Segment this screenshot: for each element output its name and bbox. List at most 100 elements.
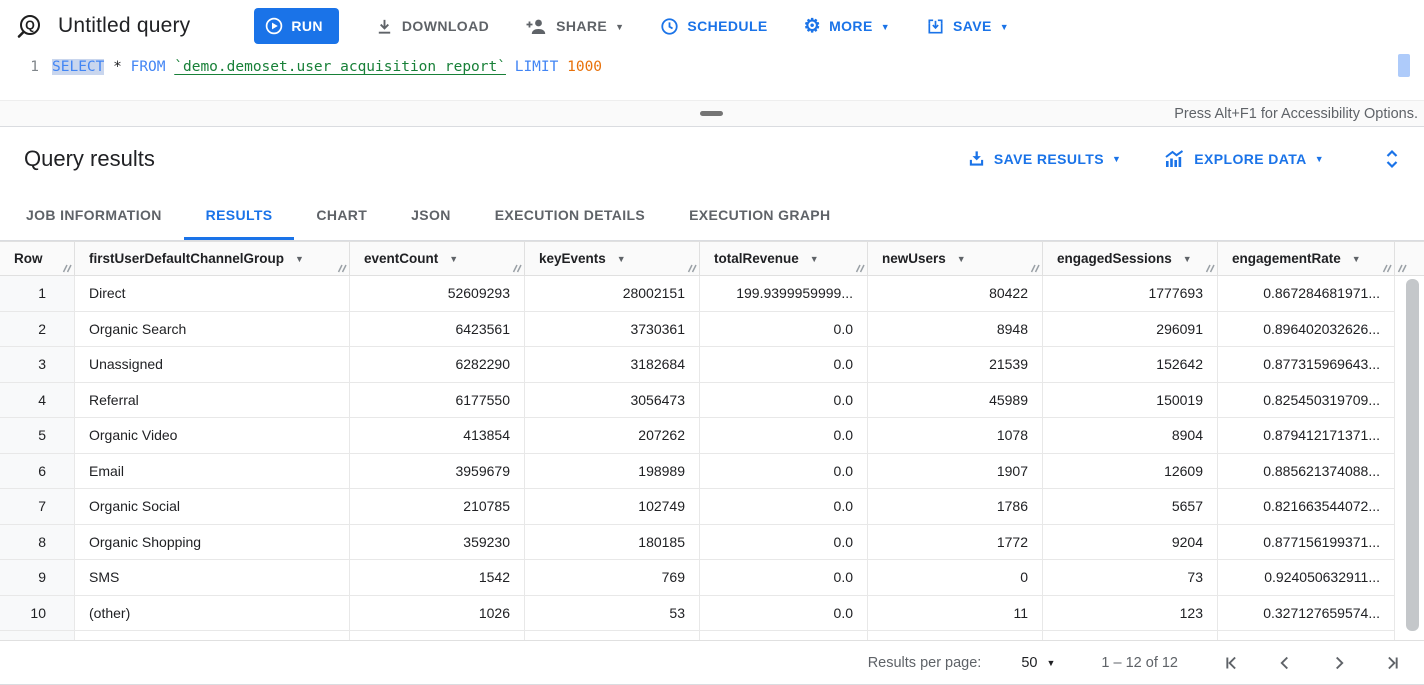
resize-handle-icon[interactable] xyxy=(337,263,347,273)
resize-handle-icon[interactable] xyxy=(1397,263,1407,273)
cell: Organic Search xyxy=(75,311,350,347)
column-menu-caret-icon[interactable]: ▼ xyxy=(1351,253,1361,264)
column-menu-caret-icon[interactable]: ▼ xyxy=(449,253,459,264)
cell: 0 xyxy=(868,560,1043,596)
sql-code-line[interactable]: SELECT * FROM `demo.demoset.user_acquisi… xyxy=(52,52,602,100)
resize-handle-icon[interactable] xyxy=(62,263,72,273)
more-button[interactable]: ⚙ MORE ▼ xyxy=(803,15,890,37)
column-header-eventCount[interactable]: eventCount ▼ xyxy=(350,242,525,275)
column-header-keyEvents[interactable]: keyEvents ▼ xyxy=(525,242,700,275)
resize-handle-icon[interactable] xyxy=(1205,263,1215,273)
query-title[interactable]: Untitled query xyxy=(58,14,191,37)
results-tab-bar: JOB INFORMATION RESULTS CHART JSON EXECUTION… xyxy=(0,190,1424,241)
sql-token: 1000 xyxy=(567,59,603,75)
cell: 0 xyxy=(868,631,1043,640)
column-menu-caret-icon[interactable]: ▼ xyxy=(616,253,626,264)
column-header-firstUserDefaultChannelGroup[interactable]: firstUserDefaultChannelGroup ▼ xyxy=(75,242,350,275)
cell: 0.0 xyxy=(700,489,868,525)
cell: 6282290 xyxy=(350,347,525,383)
expand-collapse-button[interactable] xyxy=(1384,147,1400,171)
cell: 0.0 xyxy=(700,453,868,489)
table-scrollbar[interactable] xyxy=(1406,279,1419,631)
resize-handle-icon[interactable] xyxy=(512,263,522,273)
cell: 1.0 xyxy=(1218,631,1395,640)
column-menu-caret-icon[interactable]: ▼ xyxy=(1182,253,1192,264)
row-number-cell: 8 xyxy=(0,524,75,560)
row-number-cell: 9 xyxy=(0,560,75,596)
tab-job-information[interactable]: JOB INFORMATION xyxy=(26,207,162,223)
explore-data-button[interactable]: EXPLORE DATA ▼ xyxy=(1163,149,1324,168)
resize-handle-icon[interactable] xyxy=(1030,263,1040,273)
chevron-down-icon: ▼ xyxy=(880,21,890,32)
column-label: keyEvents xyxy=(539,251,606,266)
cell: 1772 xyxy=(868,524,1043,560)
page-range-label: 1 – 12 of 12 xyxy=(1101,654,1178,671)
cell: 0.0 xyxy=(700,631,868,640)
sql-token: * xyxy=(113,59,122,75)
sql-token: LIMIT xyxy=(514,59,559,75)
cell: 1026 xyxy=(350,595,525,631)
cell: 296091 xyxy=(1043,311,1218,347)
row-number-cell: 1 xyxy=(0,276,75,312)
table-row: 6 Email 3959679 198989 0.0 1907 12609 0.8856213… xyxy=(0,453,1424,489)
tab-execution-details[interactable]: EXECUTION DETAILS xyxy=(494,207,646,223)
download-button[interactable]: DOWNLOAD xyxy=(375,17,489,36)
page-size-select[interactable]: 50 ▼ xyxy=(1021,654,1056,671)
cell: 1907 xyxy=(868,453,1043,489)
run-button[interactable]: RUN xyxy=(254,8,339,44)
sql-editor[interactable]: 1 SELECT * FROM `demo.demoset.user_acqui… xyxy=(0,52,1424,100)
sql-token: SELECT xyxy=(52,59,105,75)
schedule-button[interactable]: SCHEDULE xyxy=(660,17,767,36)
cell: 0.327127659574... xyxy=(1218,595,1395,631)
first-page-button[interactable] xyxy=(1220,652,1242,674)
table-row: 1 Direct 52609293 28002151 199.9399959999...… xyxy=(0,276,1424,312)
column-header-totalRevenue[interactable]: totalRevenue ▼ xyxy=(700,242,868,275)
last-page-button[interactable] xyxy=(1382,652,1404,674)
cell: 180185 xyxy=(525,524,700,560)
cell: 1786 xyxy=(868,489,1043,525)
cell: Direct xyxy=(75,276,350,312)
cell: Organic Social xyxy=(75,489,350,525)
tab-json[interactable]: JSON xyxy=(411,207,451,223)
column-header-engagedSessions[interactable]: engagedSessions ▼ xyxy=(1043,242,1218,275)
cell: 131 xyxy=(525,631,700,640)
cell: 769 xyxy=(525,560,700,596)
header-tail xyxy=(1395,242,1424,275)
row-number-cell: 4 xyxy=(0,382,75,418)
sql-token xyxy=(166,59,175,75)
editor-scrollbar[interactable] xyxy=(1398,54,1410,77)
cell: 8904 xyxy=(1043,418,1218,454)
table-header-row: Row firstUserDefaultChannelGroup ▼ eventCou… xyxy=(0,241,1424,276)
tab-chart[interactable]: CHART xyxy=(316,207,368,223)
cell: 198989 xyxy=(525,453,700,489)
previous-page-button[interactable] xyxy=(1274,652,1296,674)
column-menu-caret-icon[interactable]: ▼ xyxy=(809,253,819,264)
cell: 413854 xyxy=(350,418,525,454)
column-header-newUsers[interactable]: newUsers ▼ xyxy=(868,242,1043,275)
splitter-drag-handle[interactable] xyxy=(700,111,723,116)
share-button[interactable]: SHARE ▼ xyxy=(525,17,624,36)
tab-results[interactable]: RESULTS xyxy=(184,190,295,240)
results-per-page-label: Results per page: xyxy=(867,654,982,671)
resize-handle-icon[interactable] xyxy=(1382,263,1392,273)
cell: 12609 xyxy=(1043,453,1218,489)
next-page-button[interactable] xyxy=(1328,652,1350,674)
resize-handle-icon[interactable] xyxy=(687,263,697,273)
column-menu-caret-icon[interactable]: ▼ xyxy=(956,253,966,264)
results-actions: SAVE RESULTS ▼ EXPLORE DATA ▼ xyxy=(967,147,1400,171)
cell: 21539 xyxy=(868,347,1043,383)
tab-execution-graph[interactable]: EXECUTION GRAPH xyxy=(689,207,831,223)
save-results-button[interactable]: SAVE RESULTS ▼ xyxy=(967,149,1121,168)
cell: 6423561 xyxy=(350,311,525,347)
chevron-down-icon: ▼ xyxy=(615,21,625,32)
cell: Email xyxy=(75,453,350,489)
cell: Organic Shopping xyxy=(75,524,350,560)
query-results-header: Query results SAVE RESULTS ▼ EXPLORE DAT… xyxy=(0,127,1424,190)
column-menu-caret-icon[interactable]: ▼ xyxy=(295,253,304,264)
svg-text:Q: Q xyxy=(25,18,35,32)
column-header-Row[interactable]: Row xyxy=(0,242,75,275)
column-header-engagementRate[interactable]: engagementRate ▼ xyxy=(1218,242,1395,275)
resize-handle-icon[interactable] xyxy=(855,263,865,273)
save-button[interactable]: SAVE ▼ xyxy=(926,17,1009,36)
chevron-right-icon xyxy=(1336,656,1344,669)
